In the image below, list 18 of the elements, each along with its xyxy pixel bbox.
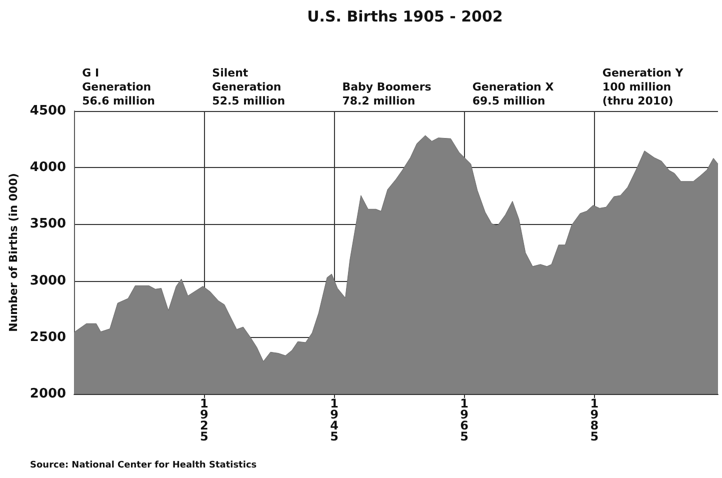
- y-tick-label: 4000: [30, 160, 66, 176]
- x-tick-label: 1 9 8 5: [590, 396, 599, 444]
- y-tick-label: 2000: [30, 386, 66, 402]
- x-tick-label: 1 9 6 5: [460, 396, 469, 444]
- text: Silent Generation 52.5 million: [212, 66, 286, 108]
- y-axis-title: Number of Births (in 000): [7, 173, 20, 332]
- x-tick-label: 1 9 4 5: [330, 396, 338, 444]
- y-tick-label: 3000: [30, 273, 66, 288]
- chart-title: U.S. Births 1905 - 2002: [307, 8, 503, 26]
- y-tick-label: 4500: [30, 104, 66, 118]
- y-tick-label: 3500: [30, 216, 66, 232]
- y-tick-label: 2500: [30, 330, 66, 345]
- source-note: Source: National Center for Health Statistics: [30, 460, 257, 470]
- text: Generation Y 100 million (thru 2010): [602, 66, 684, 108]
- text: Generation X 69.5 million: [472, 80, 554, 108]
- text: Baby Boomers 78.2 million: [342, 80, 432, 108]
- x-tick-label: 1 9 2 5: [200, 396, 208, 444]
- text: G I Generation 56.6 million: [82, 66, 155, 108]
